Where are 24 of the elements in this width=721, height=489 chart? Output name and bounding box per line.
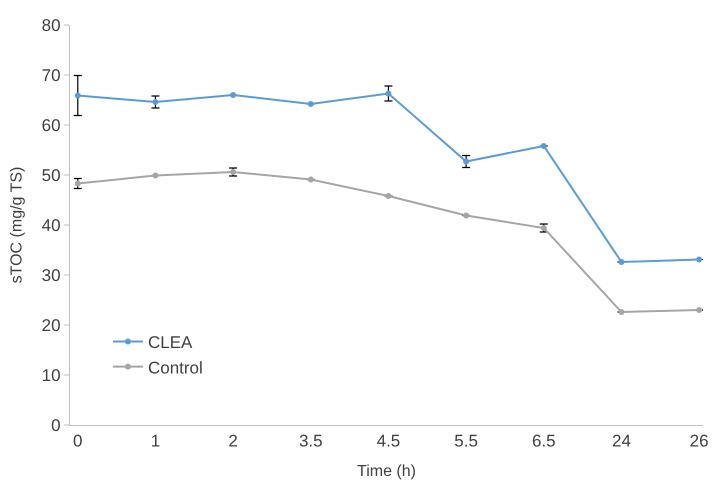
x-tick-label: 3.5 [298,431,323,450]
x-tick-label: 4.5 [376,431,400,450]
y-tick-label: 30 [42,266,61,285]
x-tick-label: 1 [150,431,160,450]
y-tick-label: 50 [42,166,61,185]
x-tick-label: 6.5 [532,431,556,450]
x-tick-label: 5.5 [454,431,478,450]
y-tick-label: 60 [42,116,61,135]
legend-label: CLEA [148,333,194,352]
x-axis-title: Time (h) [357,463,416,480]
x-tick-label: 0 [73,431,83,450]
y-tick-label: 70 [42,66,61,85]
point [385,90,392,96]
x-tick-label: 26 [690,431,709,450]
y-tick-label: 20 [42,316,61,335]
y-tick-label: 10 [42,366,61,385]
x-tick-label: 24 [612,431,631,450]
legend-label: Control [148,358,203,378]
point [74,92,81,98]
y-axis-title: sTOC (mg/g TS) [8,166,26,284]
x-tick-label: 2 [228,431,238,450]
y-tick-label: 80 [42,16,61,35]
y-tick-label: 40 [42,216,61,235]
y-tick-label: 0 [51,416,61,435]
